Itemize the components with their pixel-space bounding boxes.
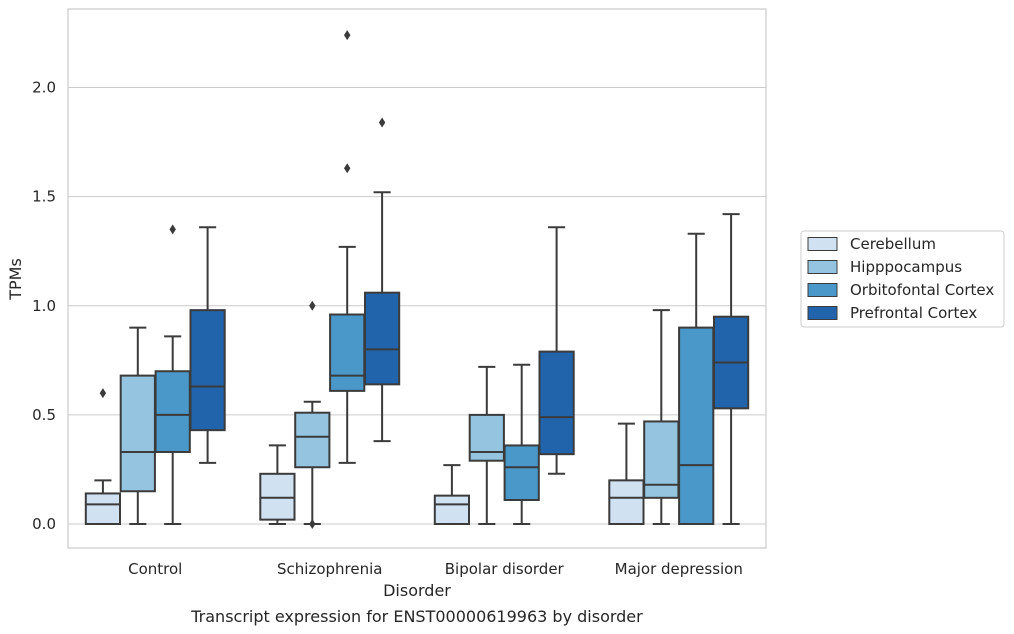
- outlier-point: [99, 388, 107, 399]
- box-groups: [84, 30, 750, 529]
- x-axis-label: Disorder: [383, 581, 451, 600]
- box-1-2: [119, 326, 156, 525]
- legend-label: Orbitofontal Cortex: [850, 281, 994, 299]
- plot-frame: [67, 8, 767, 549]
- box-iqr: [538, 350, 575, 456]
- box-iqr: [433, 494, 471, 525]
- y-tick-label: 1.0: [32, 297, 56, 315]
- y-tick-label: 0.5: [32, 406, 56, 424]
- box-2-4: [363, 117, 401, 443]
- x-tick-label: Schizophrenia: [277, 560, 382, 578]
- box-3-3: [503, 363, 540, 525]
- box-2-3: [329, 30, 366, 464]
- outlier-point: [309, 518, 316, 529]
- legend-label: Cerebellum: [850, 235, 936, 253]
- box-iqr: [643, 420, 680, 499]
- y-tick-labels: 0.0 0.5 1.0 1.5 2.0: [32, 79, 56, 533]
- box-iqr: [503, 444, 540, 501]
- box-iqr: [119, 374, 156, 493]
- legend-frame: [800, 230, 1005, 328]
- legend: Cerebellum Hipppocampus Orbitofontal Corte…: [800, 230, 1005, 328]
- outlier-point: [344, 30, 351, 41]
- outlier-point: [309, 300, 316, 311]
- box-4-1: [608, 422, 645, 525]
- box-iqr: [363, 291, 401, 386]
- y-tick-label: 2.0: [32, 79, 56, 97]
- box-4-2: [643, 309, 680, 525]
- y-axis-label: TPMs: [6, 258, 25, 301]
- box-2-2: [294, 300, 331, 529]
- box-3-4: [538, 226, 575, 475]
- x-tick-label: Bipolar disorder: [445, 560, 565, 578]
- box-iqr: [189, 309, 226, 432]
- box-iqr: [154, 370, 191, 453]
- legend-swatch: [807, 283, 838, 297]
- box-1-1: [84, 388, 122, 525]
- box-iqr: [259, 472, 296, 521]
- legend-swatch: [807, 237, 838, 251]
- box-3-1: [433, 464, 471, 525]
- box-1-4: [189, 226, 226, 464]
- outlier-point: [344, 163, 351, 174]
- box-iqr: [608, 479, 645, 525]
- legend-label: Prefrontal Cortex: [850, 304, 977, 322]
- legend-swatch: [807, 260, 838, 274]
- box-2-1: [259, 444, 296, 525]
- outlier-point: [169, 224, 176, 235]
- x-tick-labels: Control Schizophrenia Bipolar disorder Majo…: [128, 560, 743, 578]
- box-iqr: [329, 313, 366, 392]
- box-1-3: [154, 224, 191, 525]
- y-tick-label: 1.5: [32, 188, 56, 206]
- chart-caption: Transcript expression for ENST0000061996…: [190, 607, 643, 626]
- legend-label: Hipppocampus: [850, 258, 962, 276]
- x-tick-label: Major depression: [615, 560, 743, 578]
- box-3-2: [468, 365, 505, 525]
- box-iqr: [84, 492, 122, 525]
- box-4-3: [678, 232, 715, 525]
- y-tick-label: 0.0: [32, 515, 56, 533]
- box-iqr: [294, 411, 331, 469]
- legend-swatch: [807, 306, 838, 320]
- box-4-4: [712, 213, 750, 525]
- outlier-point: [378, 117, 386, 128]
- box-iqr: [678, 326, 715, 525]
- box-iqr: [468, 413, 505, 462]
- x-tick-label: Control: [128, 560, 182, 578]
